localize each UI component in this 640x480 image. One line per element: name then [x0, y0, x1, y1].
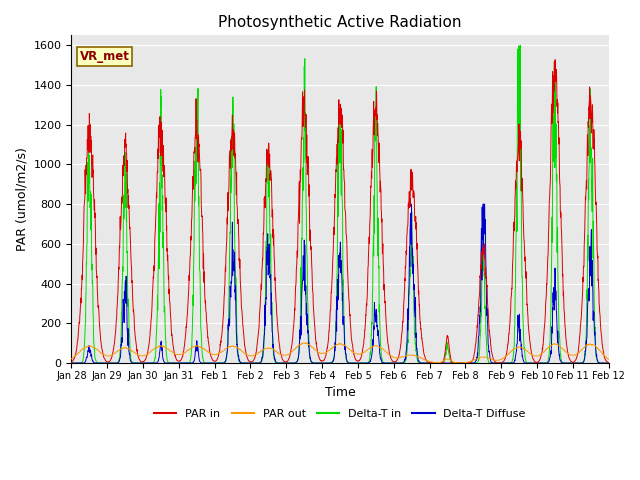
Y-axis label: PAR (umol/m2/s): PAR (umol/m2/s) — [15, 147, 28, 251]
Legend: PAR in, PAR out, Delta-T in, Delta-T Diffuse: PAR in, PAR out, Delta-T in, Delta-T Dif… — [150, 404, 531, 423]
Title: Photosynthetic Active Radiation: Photosynthetic Active Radiation — [218, 15, 461, 30]
Text: VR_met: VR_met — [79, 50, 129, 63]
X-axis label: Time: Time — [324, 386, 355, 399]
